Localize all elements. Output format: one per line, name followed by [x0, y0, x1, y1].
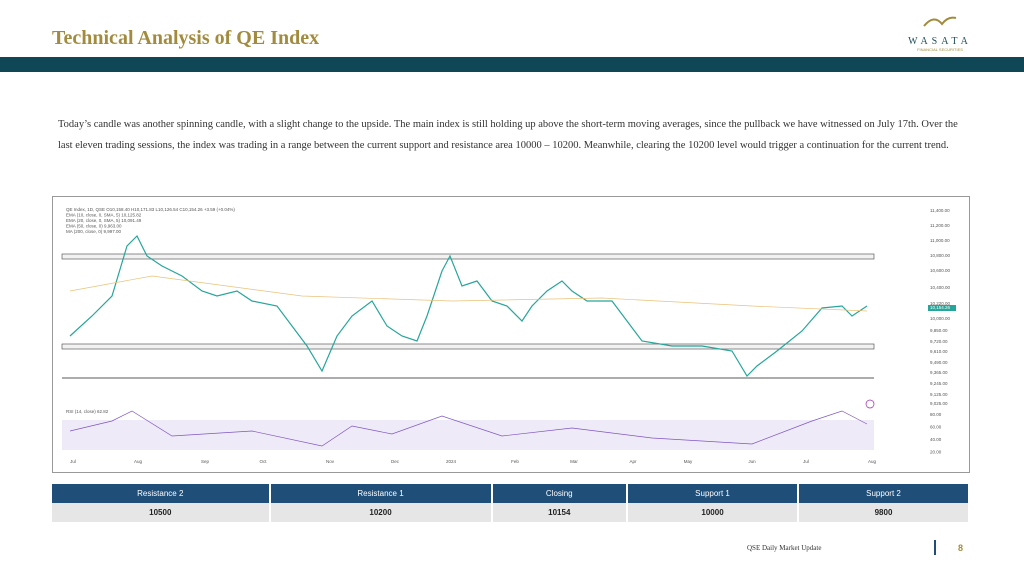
price-label: 9,720.00	[930, 339, 948, 344]
price-label: 9,610.00	[930, 349, 948, 354]
rsi-level: 80.00	[930, 412, 942, 417]
rsi-label: RSI (14, close) 62.82	[66, 409, 109, 414]
footer-text: QSE Daily Market Update	[747, 544, 822, 552]
legend-line: EMA (50, close, 0) 9,963.00	[66, 224, 122, 229]
rsi-trace	[69, 410, 868, 447]
price-label: 11,400.00	[930, 208, 950, 213]
legend-line: MA (200, close, 0) 9,997.00	[66, 229, 122, 234]
analysis-text: Today’s candle was another spinning cand…	[58, 119, 958, 151]
footer-divider	[934, 540, 936, 555]
support-zone	[61, 343, 875, 350]
price-label: 9,245.00	[930, 381, 948, 386]
page-title: Technical Analysis of QE Index	[52, 27, 320, 49]
logo-mark	[923, 16, 957, 27]
price-trace	[69, 234, 868, 377]
price-label: 10,154.26	[930, 305, 951, 310]
ma-trace	[69, 275, 868, 312]
price-label: 9,850.00	[930, 328, 948, 333]
header-band	[0, 57, 1024, 72]
month-label: 2024	[446, 459, 457, 464]
legend-line: QE Index, 1D, QSE O10,158.40 H10,171.83 …	[66, 207, 235, 212]
price-label: 9,490.00	[930, 360, 948, 365]
table-cell: 10200	[269, 503, 493, 522]
price-label: 10,000.00	[930, 316, 951, 321]
price-label: 11,200.00	[930, 223, 950, 228]
levels-table: Resistance 2 Resistance 1 Closing Support 1…	[52, 484, 970, 522]
logo-name: WASATA	[908, 36, 972, 47]
last-price-tag	[928, 305, 956, 311]
price-label: 10,600.00	[930, 268, 951, 273]
header-cell: Support 1	[627, 484, 799, 503]
month-label: May	[684, 459, 693, 464]
resistance-zone	[61, 253, 875, 260]
logo-sub: FINANCIAL SECURITIES	[917, 47, 963, 52]
month-label: Nov	[326, 459, 335, 464]
month-label: Jul	[70, 459, 76, 464]
price-label: 10,400.00	[930, 285, 951, 290]
price-label: 11,000.00	[930, 238, 950, 243]
table-cell: 10000	[627, 503, 799, 522]
month-label: Oct	[259, 459, 267, 464]
header-cell: Closing	[491, 484, 629, 503]
rsi-level: 20.00	[930, 450, 942, 455]
table-row: 10500 10200 10154 10000 9800	[52, 503, 970, 522]
month-label: Jul	[803, 459, 809, 464]
price-label: 10,220.00	[930, 301, 951, 306]
header-cell: Resistance 1	[269, 484, 493, 503]
header-row: Resistance 2 Resistance 1 Closing Support 1…	[52, 484, 970, 503]
price-label: 9,125.00	[930, 392, 948, 397]
alert-icon	[865, 399, 875, 409]
price-label: 9,025.00	[930, 401, 948, 406]
logo: WASATA FINANCIAL SECURITIES	[900, 12, 980, 52]
rsi-level: 40.00	[930, 437, 942, 442]
table-cell: 10500	[52, 503, 271, 522]
price-label: 9,365.00	[930, 370, 948, 375]
month-label: Aug	[868, 459, 877, 464]
month-label: Sep	[201, 459, 210, 464]
chart-image: QE Index, 1D, QSE O10,158.40 H10,171.83 …	[52, 196, 970, 473]
month-label: Dec	[391, 459, 400, 464]
month-label: Aug	[134, 459, 143, 464]
legend-line: EMA (20, close, 0, SMA, 5) 10,091.49	[66, 218, 142, 223]
page-number: 8	[958, 543, 964, 553]
price-label: 10,800.00	[930, 253, 951, 258]
month-label: Mar	[570, 459, 578, 464]
table-cell: 10154	[491, 503, 629, 522]
table-cell: 9800	[798, 503, 970, 522]
month-label: Jun	[748, 459, 756, 464]
rsi-level: 60.00	[930, 425, 942, 430]
header-cell: Resistance 2	[52, 484, 271, 503]
month-label: Feb	[511, 459, 519, 464]
month-label: Apr	[629, 459, 637, 464]
header-cell: Support 2	[798, 484, 970, 503]
legend-line: EMA (10, close, 0, SMA, 5) 10,125.82	[66, 213, 142, 218]
